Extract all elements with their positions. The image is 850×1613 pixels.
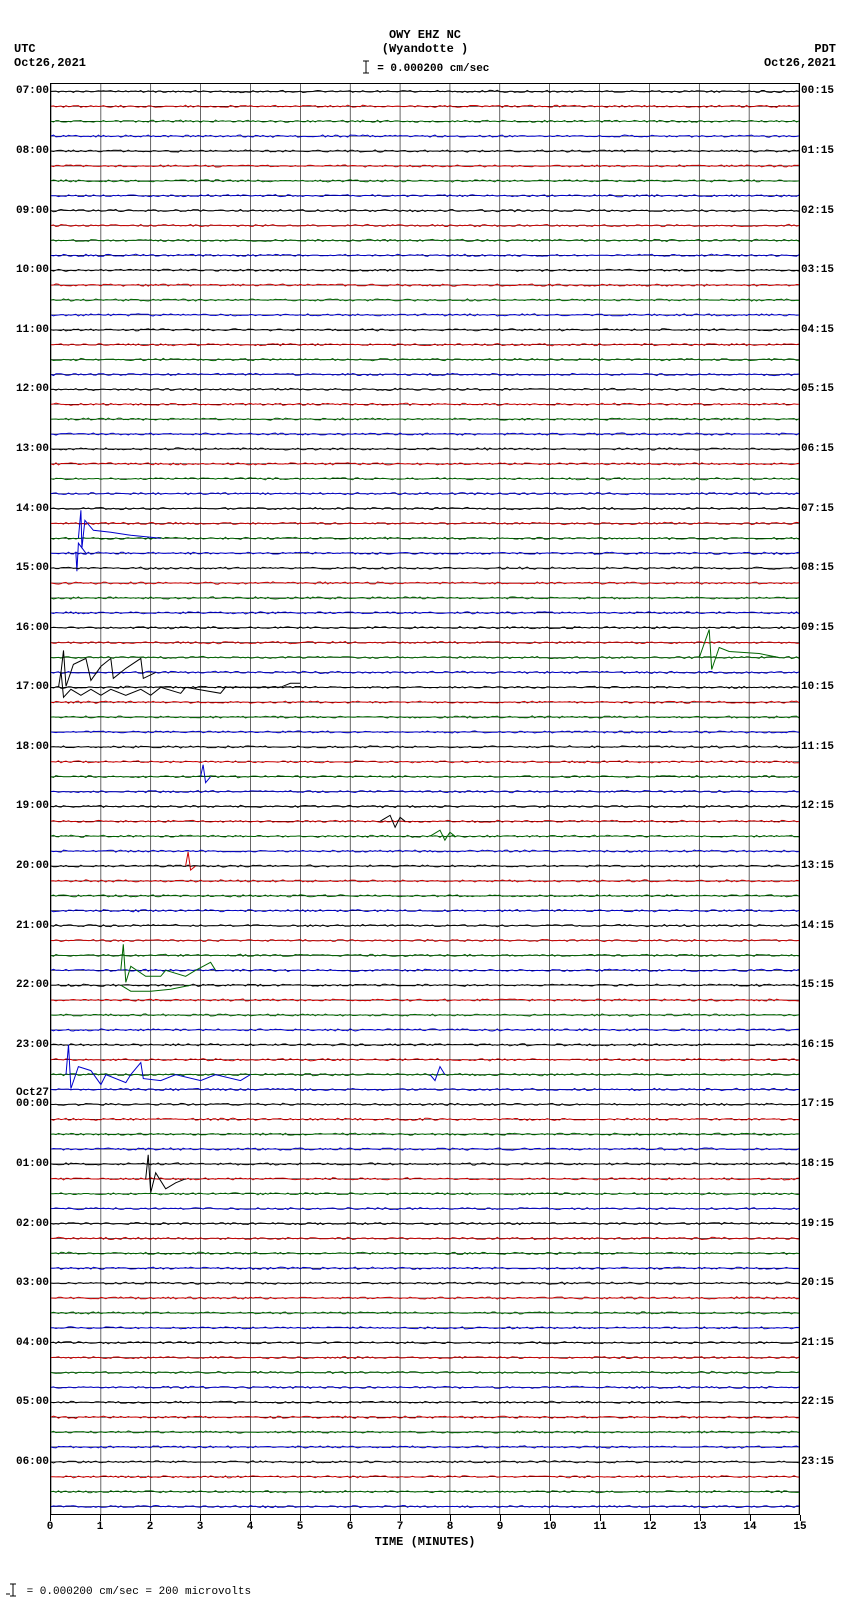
left-hour-labels: 07:00 08:00 09:00 10:00 11:00 12:00 13:00 14:00… [5,84,49,1514]
utc-block: UTC Oct26,2021 [14,42,86,70]
x-tick-label: 9 [497,1521,504,1533]
right-hour-label: 13:15 [801,861,845,872]
right-hour-label: 12:15 [801,801,845,812]
left-hour-label: 19:00 [5,801,49,812]
left-hour-label: 13:00 [5,444,49,455]
x-tick-label: 5 [297,1521,304,1533]
x-tick-label: 15 [793,1521,806,1533]
chart-header: OWY EHZ NC (Wyandotte ) = 0.000200 cm/se… [0,0,850,75]
x-axis: 0123456789101112131415 TIME (MINUTES) [50,1515,800,1559]
right-hour-label: 14:15 [801,921,845,932]
right-hour-label: 10:15 [801,682,845,693]
left-hour-label: 22:00 [5,980,49,991]
left-hour-label: 09:00 [5,206,49,217]
pdt-date: Oct26,2021 [764,56,836,70]
left-hour-label: 10:00 [5,265,49,276]
left-hour-label: 15:00 [5,563,49,574]
left-hour-label: 11:00 [5,325,49,336]
x-tick-label: 2 [147,1521,154,1533]
left-hour-label: 18:00 [5,742,49,753]
left-hour-label: 20:00 [5,861,49,872]
right-hour-label: 23:15 [801,1457,845,1468]
left-hour-label: 16:00 [5,623,49,634]
station-name: (Wyandotte ) [0,42,850,56]
right-hour-label: 05:15 [801,384,845,395]
left-hour-label: 05:00 [5,1397,49,1408]
left-hour-label: 12:00 [5,384,49,395]
left-hour-label: 21:00 [5,921,49,932]
seismogram-svg [51,84,799,1514]
x-tick-label: 4 [247,1521,254,1533]
right-hour-label: 22:15 [801,1397,845,1408]
x-axis-title: TIME (MINUTES) [50,1535,800,1549]
x-tick-label: 3 [197,1521,204,1533]
seismogram-chart: 07:0008:0009:0010:0011:0012:0013:0014:00… [50,83,800,1515]
right-hour-label: 19:15 [801,1219,845,1230]
x-tick-label: 11 [593,1521,606,1533]
right-hour-label: 08:15 [801,563,845,574]
right-hour-label: 15:15 [801,980,845,991]
right-hour-label: 17:15 [801,1099,845,1110]
left-hour-label: 08:00 [5,146,49,157]
right-hour-label: 20:15 [801,1278,845,1289]
left-hour-label: 00:00 [5,1099,49,1110]
right-hour-label: 06:15 [801,444,845,455]
left-hour-label: 06:00 [5,1457,49,1468]
right-hour-label: 18:15 [801,1159,845,1170]
x-tick-label: 0 [47,1521,54,1533]
right-hour-labels: 00:15 01:15 02:15 03:15 04:15 05:15 06:15 07:15… [801,84,845,1514]
right-hour-label: 04:15 [801,325,845,336]
left-hour-label: 01:00 [5,1159,49,1170]
x-tick-label: 13 [693,1521,706,1533]
left-hour-label: 02:00 [5,1219,49,1230]
x-tick-label: 7 [397,1521,404,1533]
footer-text: = 0.000200 cm/sec = 200 microvolts [27,1586,251,1598]
utc-tz: UTC [14,42,86,56]
right-hour-label: 02:15 [801,206,845,217]
left-hour-label: 03:00 [5,1278,49,1289]
utc-date: Oct26,2021 [14,56,86,70]
left-hour-label: 04:00 [5,1338,49,1349]
x-tick-label: 6 [347,1521,354,1533]
right-hour-label: 03:15 [801,265,845,276]
x-tick-label: 8 [447,1521,454,1533]
footer: = 0.000200 cm/sec = 200 microvolts [0,1583,850,1598]
x-tick-label: 14 [743,1521,756,1533]
station-title: OWY EHZ NC [0,28,850,42]
scale-line: = 0.000200 cm/sec [0,60,850,75]
left-hour-label: 07:00 [5,86,49,97]
right-hour-label: 21:15 [801,1338,845,1349]
left-hour-label: 14:00 [5,504,49,515]
x-axis-ticks: 0123456789101112131415 [50,1515,800,1531]
right-hour-label: 11:15 [801,742,845,753]
right-hour-label: 16:15 [801,1040,845,1051]
x-tick-label: 1 [97,1521,104,1533]
right-hour-label: 09:15 [801,623,845,634]
right-hour-label: 01:15 [801,146,845,157]
pdt-block: PDT Oct26,2021 [764,42,836,70]
right-hour-label: 00:15 [801,86,845,97]
pdt-tz: PDT [764,42,836,56]
scale-text: = 0.000200 cm/sec [377,63,489,75]
right-hour-label: 07:15 [801,504,845,515]
x-tick-label: 12 [643,1521,656,1533]
left-hour-label: 17:00 [5,682,49,693]
x-tick-label: 10 [543,1521,556,1533]
left-hour-label: 23:00 [5,1040,49,1051]
